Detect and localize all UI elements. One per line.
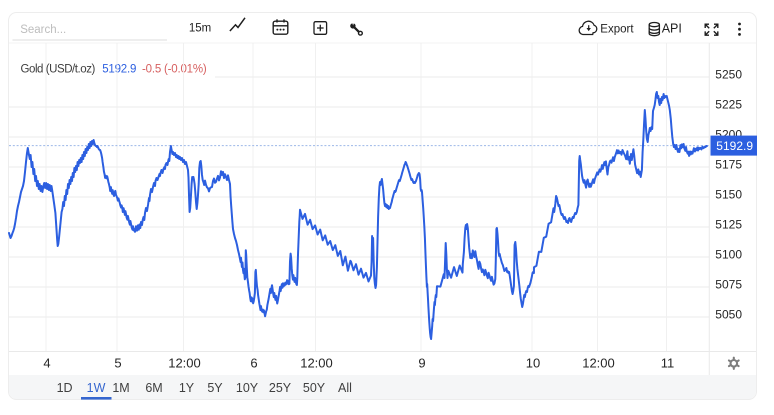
svg-text:Search...: Search...	[20, 24, 66, 36]
svg-text:6: 6	[250, 356, 257, 371]
svg-text:1W: 1W	[87, 381, 106, 395]
svg-text:6M: 6M	[145, 381, 162, 395]
svg-text:50Y: 50Y	[303, 381, 326, 395]
svg-text:5: 5	[114, 356, 121, 371]
svg-text:Export: Export	[600, 24, 634, 36]
svg-text:Gold (USD/t.oz): Gold (USD/t.oz)	[21, 64, 96, 76]
svg-text:15m: 15m	[189, 23, 211, 35]
svg-text:5100: 5100	[715, 247, 742, 261]
svg-text:9: 9	[418, 356, 425, 371]
svg-text:5192.9: 5192.9	[102, 64, 136, 76]
svg-text:5050: 5050	[715, 307, 742, 321]
svg-text:1Y: 1Y	[179, 381, 195, 395]
svg-text:5175: 5175	[715, 157, 742, 171]
svg-text:11: 11	[661, 356, 675, 371]
svg-text:10Y: 10Y	[236, 381, 259, 395]
svg-text:12:00: 12:00	[168, 356, 201, 371]
svg-text:5150: 5150	[715, 187, 742, 201]
svg-text:1M: 1M	[112, 381, 129, 395]
svg-text:5250: 5250	[715, 67, 742, 81]
svg-text:5075: 5075	[715, 277, 742, 291]
svg-text:5225: 5225	[715, 97, 742, 111]
svg-text:All: All	[338, 381, 352, 395]
svg-text:-0.5 (-0.01%): -0.5 (-0.01%)	[142, 64, 207, 76]
svg-text:5Y: 5Y	[207, 381, 223, 395]
svg-text:5125: 5125	[715, 217, 742, 231]
svg-text:12:00: 12:00	[582, 356, 615, 371]
svg-text:25Y: 25Y	[269, 381, 292, 395]
svg-text:5192.9: 5192.9	[716, 139, 753, 153]
svg-text:12:00: 12:00	[300, 356, 333, 371]
svg-text:4: 4	[43, 356, 50, 371]
svg-text:1D: 1D	[57, 381, 73, 395]
svg-text:API: API	[662, 22, 682, 36]
svg-text:10: 10	[526, 356, 540, 371]
